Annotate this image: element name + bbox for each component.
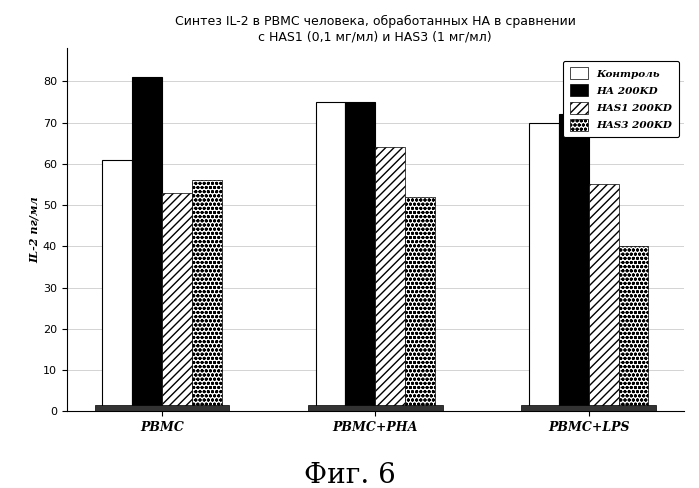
Title: Синтез IL-2 в PBMC человека, обработанных НА в сравнении
с HAS1 (0,1 мг/мл) и HA: Синтез IL-2 в PBMC человека, обработанны…: [175, 15, 576, 43]
Bar: [308, 405, 442, 411]
Bar: [94, 405, 229, 411]
Bar: [375, 147, 405, 411]
Bar: [521, 405, 656, 411]
Legend: Контроль, НА 200KD, HAS1 200KD, HAS3 200KD: Контроль, НА 200KD, HAS1 200KD, HAS3 200…: [563, 61, 679, 137]
Bar: [102, 160, 132, 411]
Bar: [162, 193, 192, 411]
Bar: [192, 181, 222, 411]
Bar: [132, 77, 162, 411]
Bar: [529, 122, 559, 411]
Text: Фиг. 6: Фиг. 6: [303, 462, 396, 488]
Bar: [315, 102, 345, 411]
Bar: [559, 114, 589, 411]
Y-axis label: IL-2 пг/мл: IL-2 пг/мл: [29, 197, 40, 263]
Bar: [405, 197, 435, 411]
Bar: [589, 184, 619, 411]
Bar: [619, 246, 649, 411]
Bar: [345, 102, 375, 411]
